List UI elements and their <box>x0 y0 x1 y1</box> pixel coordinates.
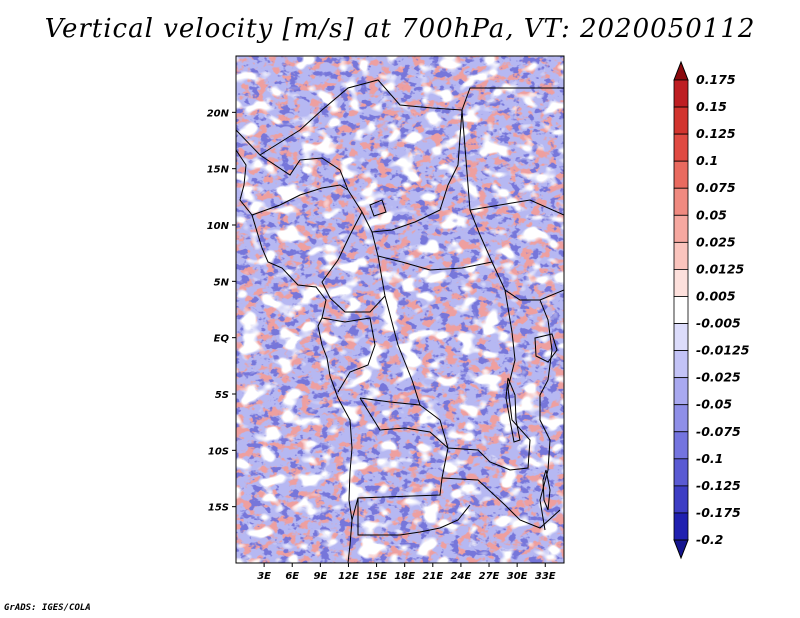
lake-victoria <box>534 333 558 363</box>
colorbar-bottom-triangle <box>673 539 689 560</box>
colorbar-level-label: -0.0125 <box>696 343 750 358</box>
lake-malawi <box>542 469 551 511</box>
colorbar-box <box>673 269 689 297</box>
colorbar-box <box>673 160 689 189</box>
colorbar-box <box>673 214 689 243</box>
coastlines-borders <box>236 79 564 563</box>
border-north <box>259 79 564 156</box>
lat-tick-label: 10N <box>207 221 230 232</box>
lat-tick-label: 15N <box>207 165 230 176</box>
colorbar-box <box>673 187 689 216</box>
colorbar-level-label: -0.005 <box>696 316 741 331</box>
longitude-axis: 3E 6E 9E 12E 15E 18E 21E 24E 27E 30E 33E <box>257 563 556 582</box>
colorbar-box <box>673 350 689 379</box>
colorbar-box <box>673 512 689 541</box>
colorbar-box <box>673 79 689 108</box>
border-gabon-congo <box>321 317 376 393</box>
colorbar-level-label: -0.1 <box>696 451 723 466</box>
colorbar-level-label: -0.025 <box>696 370 741 385</box>
colorbar-level-label: 0.1 <box>696 153 718 168</box>
colorbar-level-label: 0.005 <box>696 288 736 303</box>
border-cameroon <box>321 211 386 313</box>
chart-title: Vertical velocity [m/s] at 700hPa, VT: 2… <box>44 14 756 44</box>
map-frame <box>235 55 565 564</box>
colorbar-level-label: 0.175 <box>696 72 736 87</box>
colorbar-box <box>673 106 689 135</box>
colorbar-level-label: -0.075 <box>696 424 741 439</box>
colorbar-box <box>673 323 689 351</box>
lon-tick-label: 12E <box>338 571 359 582</box>
colorbar-level-label: -0.175 <box>696 505 741 520</box>
lat-tick-label: 20N <box>207 108 230 119</box>
lon-tick-label: 24E <box>451 571 472 582</box>
border-nigeria <box>251 184 349 216</box>
colorbar-top-triangle <box>673 60 689 81</box>
colorbar-level-label: 0.125 <box>696 126 736 141</box>
colorbar-level-label: 0.15 <box>696 99 727 114</box>
colorbar-level-label: 0.0125 <box>696 261 745 276</box>
lon-tick-label: 18E <box>394 571 415 582</box>
latitude-axis: 20N 15N 10N 5N EQ 5S 10S 15S <box>207 108 236 514</box>
colorbar-level-label: 0.025 <box>696 234 736 249</box>
border-east <box>539 299 553 531</box>
colorbar-box <box>673 485 689 514</box>
lon-tick-label: 15E <box>366 571 387 582</box>
colorbar-box <box>673 296 689 324</box>
lon-tick-label: 33E <box>535 571 556 582</box>
lat-tick-label: 15S <box>208 503 229 514</box>
lake-tanganyika <box>505 377 521 443</box>
colorbar-boxes <box>673 60 689 560</box>
footer-credit: GrADS: IGES/COLA <box>4 603 91 613</box>
velocity-field <box>236 56 564 563</box>
colorbar-box <box>673 431 689 460</box>
lon-tick-label: 27E <box>479 571 500 582</box>
border-zambia <box>441 477 561 529</box>
lon-tick-label: 21E <box>422 571 443 582</box>
lake-chad <box>369 199 387 217</box>
colorbar-level-label: 0.075 <box>696 180 736 195</box>
lat-tick-label: 10S <box>208 446 229 457</box>
colorbar-level-label: -0.2 <box>696 532 723 547</box>
lat-tick-label: 5S <box>215 390 229 401</box>
nile-border <box>469 199 564 216</box>
border-angola <box>351 397 449 521</box>
colorbar-level-label: -0.125 <box>696 478 741 493</box>
border-namibia <box>357 498 471 536</box>
lon-tick-label: 6E <box>285 571 299 582</box>
colorbar-level-label: -0.05 <box>696 397 732 412</box>
lon-tick-label: 30E <box>507 571 528 582</box>
colorbar-box <box>673 404 689 433</box>
colorbar-box <box>673 133 689 162</box>
colorbar-labels: 0.175 0.15 0.125 0.1 0.075 0.05 0.025 0.0125 0.0… <box>696 72 750 547</box>
field-white-noise <box>236 56 564 563</box>
border-drc-west <box>359 295 421 406</box>
colorbar-level-label: 0.05 <box>696 207 727 222</box>
colorbar-box <box>673 377 689 406</box>
border-sahel <box>236 129 301 176</box>
lat-tick-label: EQ <box>214 334 230 345</box>
border-sudan <box>461 109 564 301</box>
colorbar-box <box>673 458 689 487</box>
lat-tick-label: 5N <box>214 277 230 288</box>
border-car <box>371 231 493 271</box>
border-chad <box>299 109 463 233</box>
lon-tick-label: 3E <box>257 571 271 582</box>
lon-tick-label: 9E <box>313 571 327 582</box>
colorbar-box <box>673 241 689 270</box>
